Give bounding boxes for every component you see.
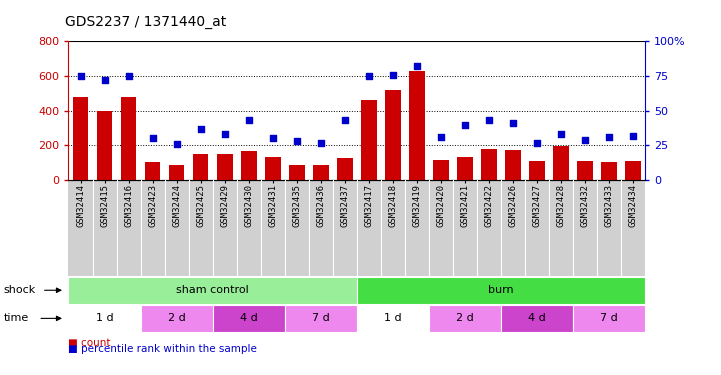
Point [508,120,519,126]
Bar [578,161,593,180]
Bar [433,160,448,180]
Point [627,133,639,139]
Text: 4 d: 4 d [528,314,546,323]
Bar [337,158,353,180]
Point [580,137,591,143]
Point [603,134,615,140]
Text: 2 d: 2 d [456,314,474,323]
Bar [505,150,521,180]
Text: 4 d: 4 d [240,314,257,323]
Point [315,140,327,146]
Point [387,72,399,78]
Text: time: time [4,314,29,323]
Point [123,73,134,79]
Point [195,126,206,132]
Text: ■ count: ■ count [68,338,111,348]
Text: 7 d: 7 d [601,314,618,323]
Point [459,122,471,128]
Text: 1 d: 1 d [96,314,113,323]
Bar [410,71,425,180]
Bar [482,149,497,180]
Point [99,77,110,83]
Text: GDS2237 / 1371440_at: GDS2237 / 1371440_at [65,15,226,29]
Bar [121,97,136,180]
Text: ■ percentile rank within the sample: ■ percentile rank within the sample [68,345,257,354]
Point [435,134,447,140]
Point [243,117,255,123]
Point [267,135,278,141]
Bar [97,111,112,180]
Point [171,141,182,147]
Text: sham control: sham control [177,285,249,295]
Point [75,73,87,79]
Bar [385,90,401,180]
Text: 2 d: 2 d [168,314,185,323]
Bar [457,157,473,180]
Bar [289,165,304,180]
Text: 7 d: 7 d [312,314,329,323]
Bar [217,154,232,180]
Bar [73,97,89,180]
Point [339,117,350,123]
Point [219,131,231,137]
Bar [625,161,641,180]
Bar [169,165,185,180]
Text: shock: shock [4,285,36,295]
Bar [313,165,329,180]
Text: burn: burn [488,285,514,295]
Text: 1 d: 1 d [384,314,402,323]
Bar [529,161,545,180]
Point [531,140,543,146]
Bar [265,157,280,180]
Point [483,117,495,123]
Point [411,63,423,69]
Bar [601,162,617,180]
Bar [241,152,257,180]
Point [147,135,159,141]
Point [363,73,375,79]
Bar [145,162,161,180]
Bar [554,146,569,180]
Point [291,138,303,144]
Bar [193,154,208,180]
Bar [361,100,376,180]
Point [555,131,567,137]
